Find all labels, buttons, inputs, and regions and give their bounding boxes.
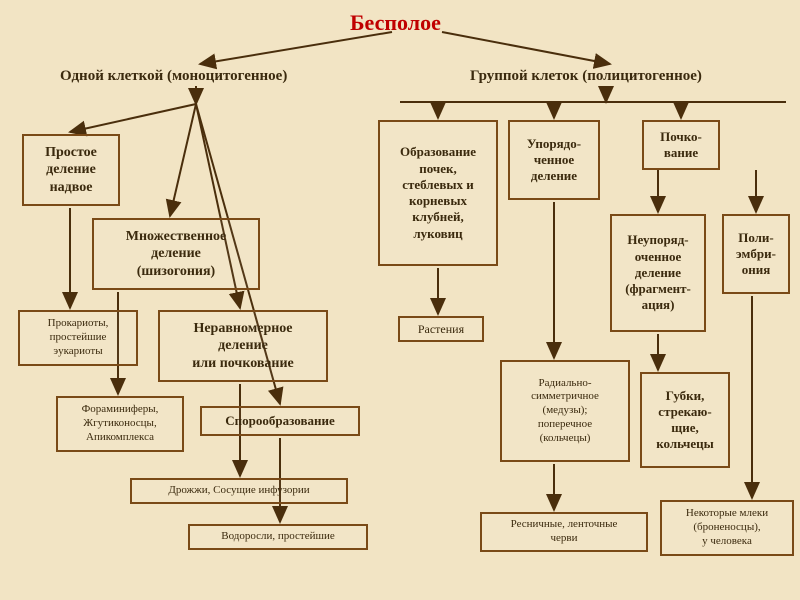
b_plants: Растения <box>398 316 484 342</box>
b_yeast: Дрожжи, Сосущие инфузории <box>130 478 348 504</box>
b_multi: Множественноеделение(шизогония) <box>92 218 260 290</box>
b_simple: Простоеделениенадвое <box>22 134 120 206</box>
b_poly: Поли-эмбри-ония <box>722 214 790 294</box>
b_tubers: Образованиепочек,стеблевых икорневыхклуб… <box>378 120 498 266</box>
b_budding: Почко-вание <box>642 120 720 170</box>
connector <box>200 32 392 64</box>
connector <box>70 104 196 132</box>
sub1: Одной клеткой (моноцитогенное) <box>60 68 287 85</box>
sub2: Группой клеток (полицитогенное) <box>470 68 702 85</box>
b_ordered: Упорядо-ченноеделение <box>508 120 600 200</box>
b_radial: Радиально-симметричное(медузы);поперечно… <box>500 360 630 462</box>
b_foram: Фораминиферы,Жгутиконосцы,Апикомплекса <box>56 396 184 452</box>
b_algae: Водоросли, простейшие <box>188 524 368 550</box>
b_unord: Неупоряд-оченноеделение(фрагмент-ация) <box>610 214 706 332</box>
b_sponge: Губки,стрекаю-щие,кольчецы <box>640 372 730 468</box>
connector <box>442 32 610 64</box>
b_uneven: Неравномерноеделениеили почкование <box>158 310 328 382</box>
b_prok: Прокариоты,простейшиеэукариоты <box>18 310 138 366</box>
diagram-title: Бесполое <box>350 10 441 36</box>
connector <box>170 104 196 216</box>
b_mammals: Некоторые млеки(броненосцы),у человека <box>660 500 794 556</box>
b_worms: Ресничные, ленточныечерви <box>480 512 648 552</box>
b_spore: Спорообразование <box>200 406 360 436</box>
